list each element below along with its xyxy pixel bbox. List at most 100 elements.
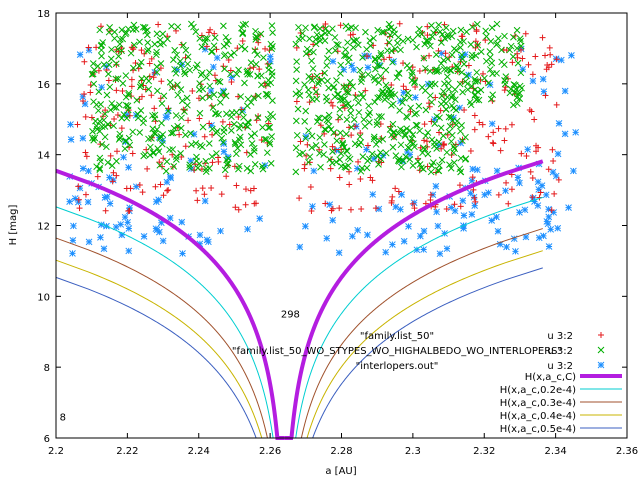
scatter-point xyxy=(75,196,82,203)
scatter-point xyxy=(269,113,277,121)
scatter-point xyxy=(435,21,443,29)
scatter-point xyxy=(358,90,365,98)
scatter-point xyxy=(186,161,194,169)
scatter-point xyxy=(115,52,122,60)
scatter-point xyxy=(325,84,332,92)
scatter-point xyxy=(514,59,522,67)
scatter-point xyxy=(522,30,529,37)
scatter-point xyxy=(136,38,143,46)
scatter-point xyxy=(442,24,450,32)
scatter-point xyxy=(162,167,170,175)
scatter-point xyxy=(112,60,120,68)
scatter-point xyxy=(97,234,104,241)
scatter-point xyxy=(487,95,495,103)
scatter-point xyxy=(424,32,431,39)
legend-entry-label: H(x,a_c,0.4e-4) xyxy=(500,411,576,422)
annotation-label: 8 xyxy=(60,412,66,423)
scatter-point xyxy=(209,104,217,111)
scatter-point xyxy=(486,66,494,73)
scatter-point xyxy=(317,122,324,129)
scatter-point xyxy=(153,63,161,71)
scatter-point xyxy=(547,226,555,233)
scatter-point xyxy=(404,89,412,97)
scatter-point xyxy=(435,67,442,75)
scatter-point xyxy=(373,118,381,126)
scatter-point xyxy=(204,35,211,42)
scatter-point xyxy=(82,191,89,198)
legend-entry-label: "family.list_50_WO_STYPES_WO_HIGHALBEDO_… xyxy=(232,346,562,357)
scatter-point xyxy=(201,191,208,198)
scatter-point xyxy=(444,31,452,38)
scatter-point xyxy=(510,81,518,88)
scatter-point xyxy=(301,165,308,172)
scatter-point xyxy=(421,137,428,144)
scatter-point xyxy=(296,243,304,251)
scatter-point xyxy=(342,130,350,138)
scatter-point xyxy=(436,250,444,258)
scatter-point xyxy=(329,205,336,212)
scatter-point xyxy=(493,20,501,28)
scatter-point xyxy=(156,161,164,169)
scatter-point xyxy=(219,138,227,146)
scatter-point xyxy=(328,99,335,106)
scatter-point xyxy=(388,197,395,204)
scatter-point xyxy=(554,150,562,158)
scatter-point xyxy=(406,151,414,159)
scatter-point xyxy=(362,28,369,36)
scatter-point xyxy=(427,191,434,198)
scatter-point xyxy=(207,26,214,33)
scatter-point xyxy=(243,165,251,172)
scatter-point xyxy=(431,142,438,150)
scatter-point xyxy=(85,44,92,51)
scatter-point xyxy=(434,222,442,230)
scatter-point xyxy=(415,25,423,33)
scatter-point xyxy=(393,74,401,81)
scatter-point xyxy=(568,52,575,59)
scatter-point xyxy=(199,185,206,192)
scatter-point xyxy=(267,159,275,167)
scatter-point xyxy=(372,205,379,212)
scatter-point xyxy=(160,192,167,199)
scatter-point xyxy=(399,37,407,45)
scatter-point xyxy=(514,174,522,181)
scatter-point xyxy=(467,189,475,197)
scatter-point xyxy=(415,102,423,110)
scatter-point xyxy=(438,156,446,164)
scatter-point xyxy=(367,174,374,181)
scatter-point xyxy=(371,76,379,84)
scatter-point xyxy=(409,200,416,207)
scatter-point xyxy=(119,87,126,94)
scatter-point xyxy=(447,204,455,211)
scatter-point xyxy=(201,133,208,140)
scatter-point xyxy=(245,119,252,127)
scatter-point xyxy=(501,76,508,84)
legend-entry-label: "family.list_50" xyxy=(360,331,434,342)
scatter-point xyxy=(340,52,348,59)
scatter-point xyxy=(312,88,320,96)
scatter-point xyxy=(313,72,321,80)
scatter-point xyxy=(292,168,300,176)
scatter-point xyxy=(108,100,116,107)
scatter-point xyxy=(452,46,460,54)
scatter-point xyxy=(467,41,475,48)
scatter-point xyxy=(348,132,355,139)
scatter-point xyxy=(328,159,336,167)
scatter-point xyxy=(182,143,189,150)
scatter-point xyxy=(199,94,206,102)
scatter-point xyxy=(363,146,370,153)
scatter-point xyxy=(165,187,172,194)
scatter-point xyxy=(318,76,326,84)
scatter-point xyxy=(122,72,130,79)
scatter-point xyxy=(158,119,165,127)
scatter-point xyxy=(122,101,130,109)
scatter-point xyxy=(97,157,104,165)
scatter-point xyxy=(427,168,435,176)
scatter-point xyxy=(220,22,227,30)
scatter-point xyxy=(90,136,98,144)
scatter-point xyxy=(450,114,457,122)
scatter-point xyxy=(344,100,352,108)
scatter-point xyxy=(426,67,434,75)
scatter-point xyxy=(129,150,136,157)
scatter-point xyxy=(178,114,185,122)
scatter-point xyxy=(171,65,178,73)
